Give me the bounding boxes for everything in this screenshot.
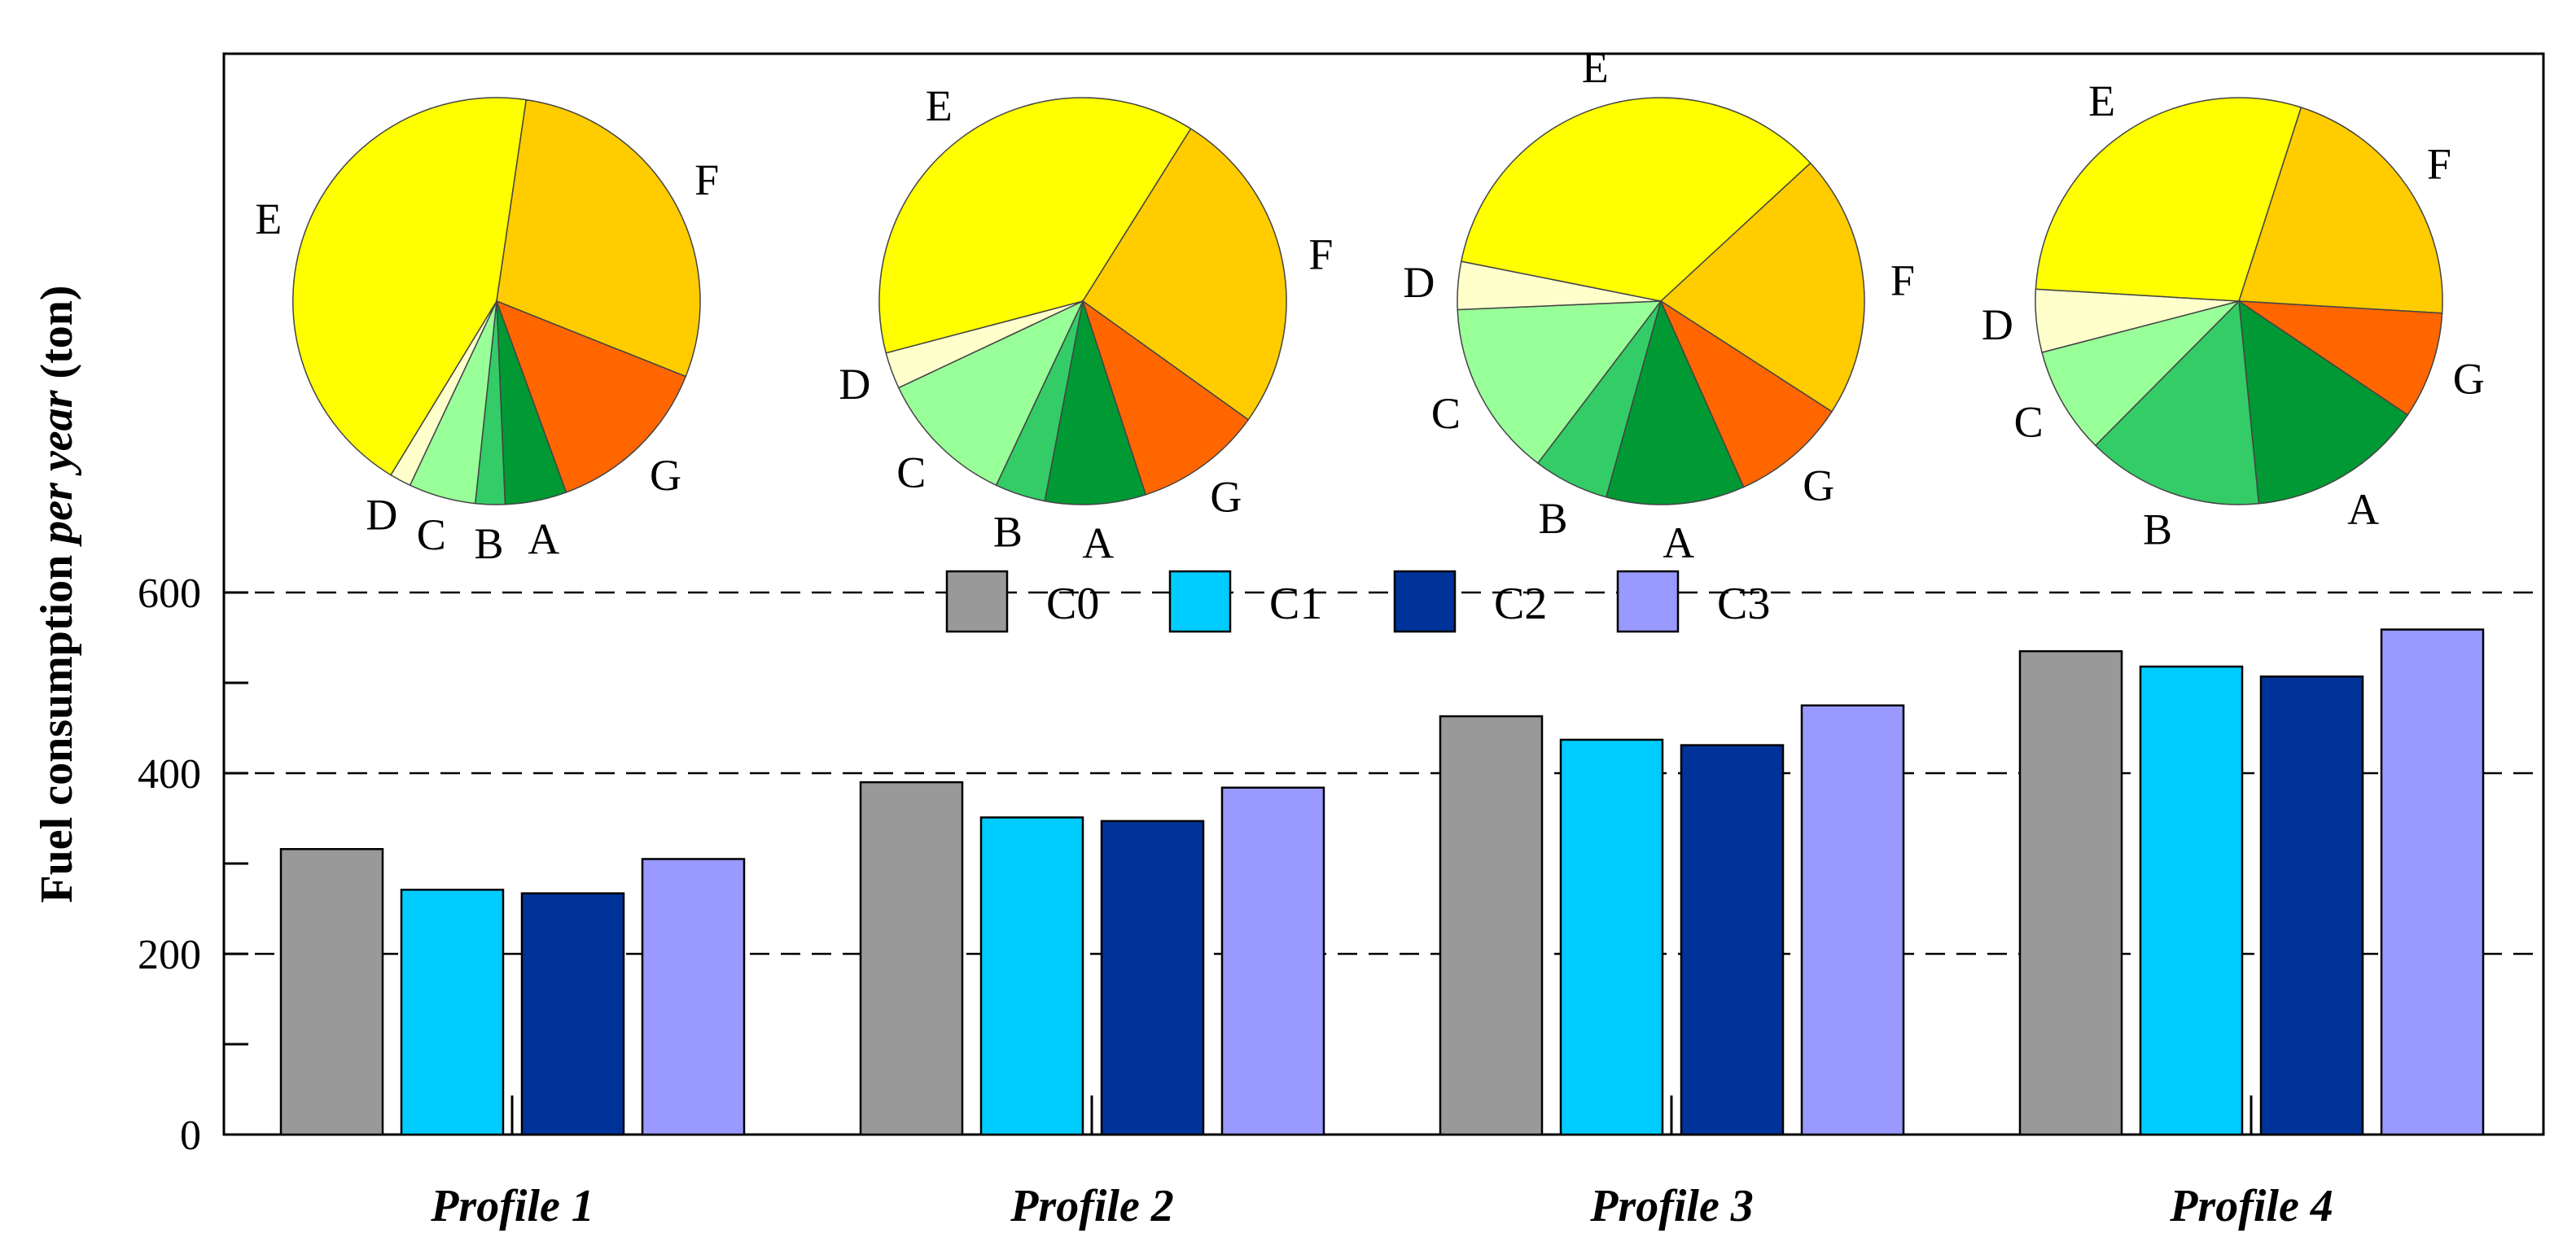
pie-3-label-D: D xyxy=(1403,258,1435,307)
pie-1-label-E: E xyxy=(255,195,282,243)
pie-2-slice-A xyxy=(1044,300,1147,505)
pie-4-label-C: C xyxy=(2014,398,2044,447)
pie-1-slice-E xyxy=(292,97,528,476)
bars xyxy=(279,628,2485,1136)
pie-3-label-C: C xyxy=(1431,389,1461,438)
legend-label-C1: C1 xyxy=(1269,579,1322,629)
pie-1-label-F: F xyxy=(694,155,719,204)
pie-2-label-F: F xyxy=(1308,230,1333,278)
pie-4-slice-B xyxy=(2094,300,2260,505)
pie-3-slice-A xyxy=(1605,299,1745,505)
legend-swatch-C0 xyxy=(945,570,1009,633)
bar-C1-profile-4 xyxy=(2139,665,2244,1136)
y-tick-label-600: 600 xyxy=(138,571,201,617)
bar-C3-profile-1 xyxy=(641,858,746,1136)
pie-2-slice-F xyxy=(1081,128,1287,421)
pie-4-label-A: A xyxy=(2347,485,2379,534)
bar-C3-profile-2 xyxy=(1220,786,1325,1136)
pie-2-label-B: B xyxy=(993,507,1023,556)
pie-4-label-F: F xyxy=(2427,140,2451,189)
pie-1-slice-G xyxy=(495,300,687,493)
pie-1-slice-F xyxy=(496,98,701,378)
pie-2-label-E: E xyxy=(926,81,953,130)
pie-4-label-E: E xyxy=(2088,77,2115,125)
pie-3-slice-G xyxy=(1659,300,1833,488)
pie-4-slice-C xyxy=(2041,300,2241,447)
pie-4-label-D: D xyxy=(1982,300,2013,349)
y-tick-label-0: 0 xyxy=(180,1113,201,1159)
bar-C2-profile-1 xyxy=(520,892,625,1136)
bar-C2-profile-4 xyxy=(2259,675,2364,1136)
pie-1-label-D: D xyxy=(366,491,397,540)
pie-3-slice-F xyxy=(1659,162,1865,413)
bar-C2-profile-2 xyxy=(1100,820,1205,1136)
bar-C1-profile-2 xyxy=(979,816,1084,1136)
bar-C1-profile-3 xyxy=(1559,738,1664,1136)
pie-4-slice-E xyxy=(2035,97,2302,302)
pie-2-slice-C xyxy=(897,300,1084,487)
bar-C3-profile-4 xyxy=(2380,628,2485,1136)
bar-C0-profile-2 xyxy=(859,781,964,1136)
category-label-profile-1: Profile 1 xyxy=(430,1181,594,1231)
bar-C0-profile-1 xyxy=(279,847,384,1136)
pie-2-label-G: G xyxy=(1210,473,1242,522)
pie-3-label-A: A xyxy=(1663,518,1694,567)
pie-1-label-A: A xyxy=(528,514,559,563)
y-axis: 0 200 400 600 xyxy=(138,571,248,1159)
pie-2-label-C: C xyxy=(896,448,926,497)
plot-frame xyxy=(222,52,2545,1136)
pie-2-label-D: D xyxy=(839,360,870,409)
pie-2-slice-E xyxy=(878,97,1192,354)
pie-1-label-G: G xyxy=(650,451,681,500)
pie-1-label-C: C xyxy=(417,510,446,559)
pie-3-label-E: E xyxy=(1582,43,1609,92)
pie-3-slice-C xyxy=(1457,300,1663,465)
legend-swatch-C1 xyxy=(1168,570,1232,633)
category-label-profile-4: Profile 4 xyxy=(2169,1181,2333,1231)
legend-swatch-C2 xyxy=(1393,570,1457,633)
bar-C0-profile-3 xyxy=(1439,715,1544,1136)
pie-4-slice-G xyxy=(2236,300,2443,416)
pie-4-label-B: B xyxy=(2143,505,2172,554)
pie-3-label-B: B xyxy=(1538,494,1567,543)
pie-3-slice-E xyxy=(1460,97,1812,302)
category-label-profile-3: Profile 3 xyxy=(1589,1181,1754,1231)
bar-C2-profile-3 xyxy=(1680,744,1785,1136)
pie-4-slice-F xyxy=(2237,107,2443,314)
pie-1-label-B: B xyxy=(474,519,503,568)
pie-3-label-G: G xyxy=(1803,461,1834,509)
legend-label-C3: C3 xyxy=(1717,579,1770,629)
legend-label-C2: C2 xyxy=(1494,579,1547,629)
pie-4-slice-A xyxy=(2238,300,2409,505)
legend-swatch-C3 xyxy=(1616,570,1680,633)
legend-label-C0: C0 xyxy=(1046,579,1099,629)
bar-C3-profile-3 xyxy=(1800,704,1905,1136)
y-tick-label-400: 400 xyxy=(138,751,201,798)
pie-3-label-F: F xyxy=(1890,256,1915,304)
pie-4-label-G: G xyxy=(2453,355,2485,404)
x-axis-categories: Profile 1 Profile 2 Profile 3 Profile 4 xyxy=(430,1181,2333,1231)
bar-C1-profile-1 xyxy=(400,888,505,1136)
pie-2-label-A: A xyxy=(1082,518,1114,567)
pie-2-slice-G xyxy=(1081,300,1250,496)
y-axis-label: Fuel consumption per year (ton) xyxy=(32,285,82,903)
bar-C0-profile-4 xyxy=(2018,649,2123,1136)
y-tick-label-200: 200 xyxy=(138,932,201,978)
legend: C0 C1 C2 C3 xyxy=(945,570,1770,633)
category-label-profile-2: Profile 2 xyxy=(1010,1181,1174,1231)
